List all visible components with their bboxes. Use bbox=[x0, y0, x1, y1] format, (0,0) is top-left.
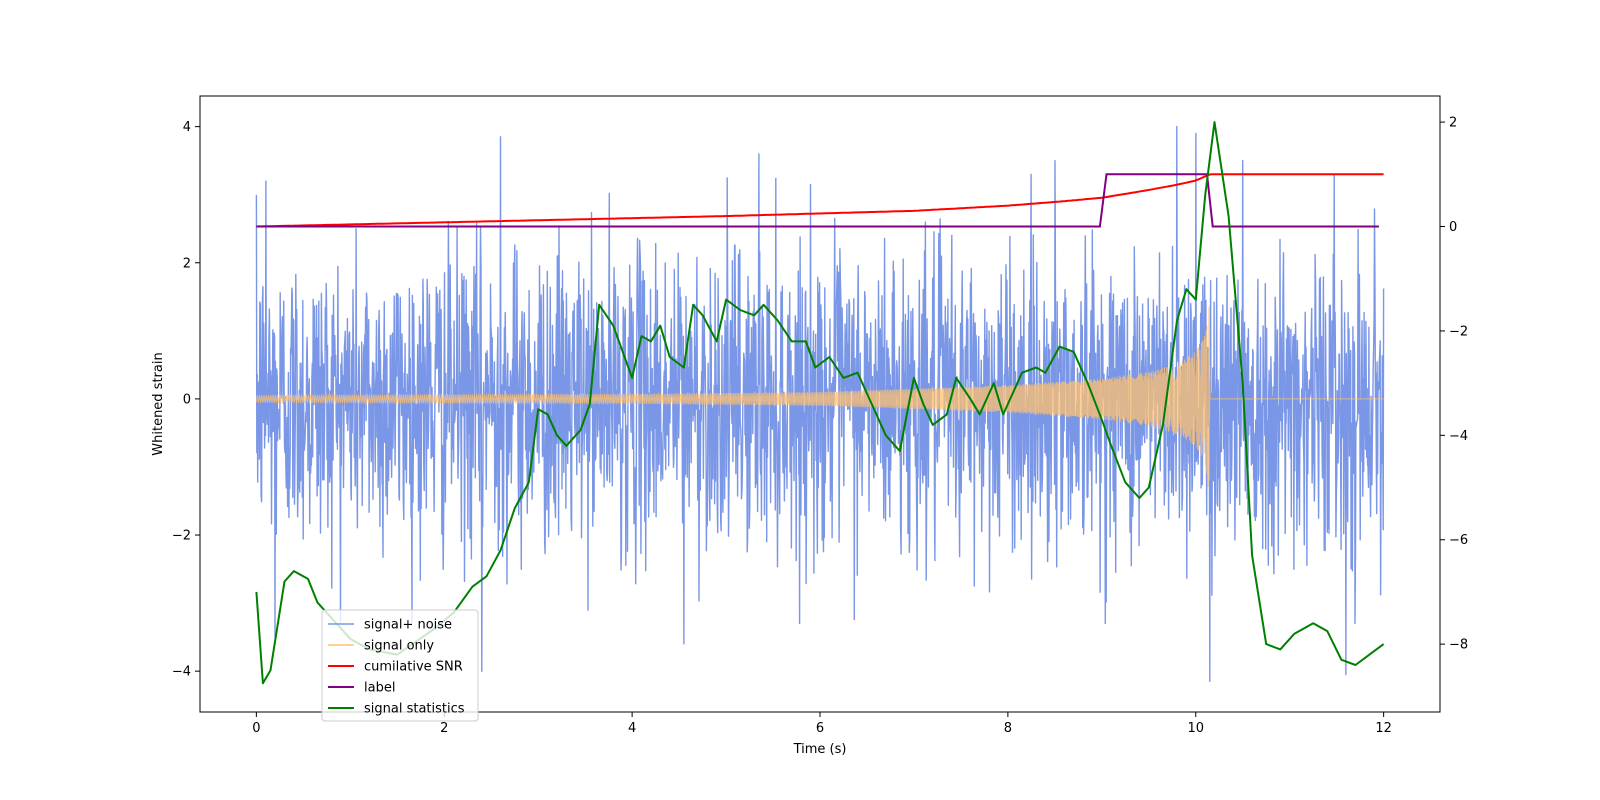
label-line bbox=[256, 173, 1379, 228]
left-y-tick-label: 0 bbox=[183, 392, 191, 407]
legend-label: cumilative SNR bbox=[364, 660, 463, 675]
x-tick-label: 10 bbox=[1187, 721, 1204, 736]
left-y-axis: −4 −2 0 2 4 bbox=[172, 120, 200, 680]
y-axis-label: Whitened strain bbox=[151, 352, 166, 455]
right-y-tick-label: 2 bbox=[1449, 116, 1457, 131]
x-axis-label: Time (s) bbox=[793, 742, 847, 757]
right-y-tick-label: −4 bbox=[1449, 429, 1468, 444]
x-tick-label: 2 bbox=[440, 721, 448, 736]
signal-statistics-line bbox=[255, 121, 1385, 685]
legend-label: signal statistics bbox=[364, 702, 465, 717]
cumulative-snr-line bbox=[256, 173, 1384, 228]
left-y-tick-label: 2 bbox=[183, 256, 191, 271]
x-tick-label: 4 bbox=[628, 721, 636, 736]
left-y-tick-label: −2 bbox=[172, 529, 191, 544]
left-y-tick-label: −4 bbox=[172, 665, 191, 680]
signal-only-line bbox=[255, 306, 1384, 487]
right-y-tick-label: −6 bbox=[1449, 533, 1468, 548]
x-tick-label: 6 bbox=[816, 721, 824, 736]
legend-label: label bbox=[364, 681, 395, 696]
signal-noise-line bbox=[255, 125, 1385, 683]
x-tick-label: 12 bbox=[1375, 721, 1392, 736]
x-tick-label: 0 bbox=[252, 721, 260, 736]
right-y-tick-label: −2 bbox=[1449, 324, 1468, 339]
left-y-tick-label: 4 bbox=[183, 120, 191, 135]
right-y-tick-label: 0 bbox=[1449, 220, 1457, 235]
legend-box bbox=[321, 609, 479, 722]
right-y-axis: −8 −6 −4 −2 0 2 bbox=[1440, 116, 1468, 653]
legend-label: signal+ noise bbox=[364, 618, 452, 633]
x-tick-label: 8 bbox=[1004, 721, 1012, 736]
legend-label: signal only bbox=[364, 639, 434, 654]
legend: signal+ noise signal only cumilative SNR la… bbox=[321, 609, 479, 722]
right-y-tick-label: −8 bbox=[1449, 638, 1468, 653]
plot-area bbox=[255, 121, 1385, 685]
